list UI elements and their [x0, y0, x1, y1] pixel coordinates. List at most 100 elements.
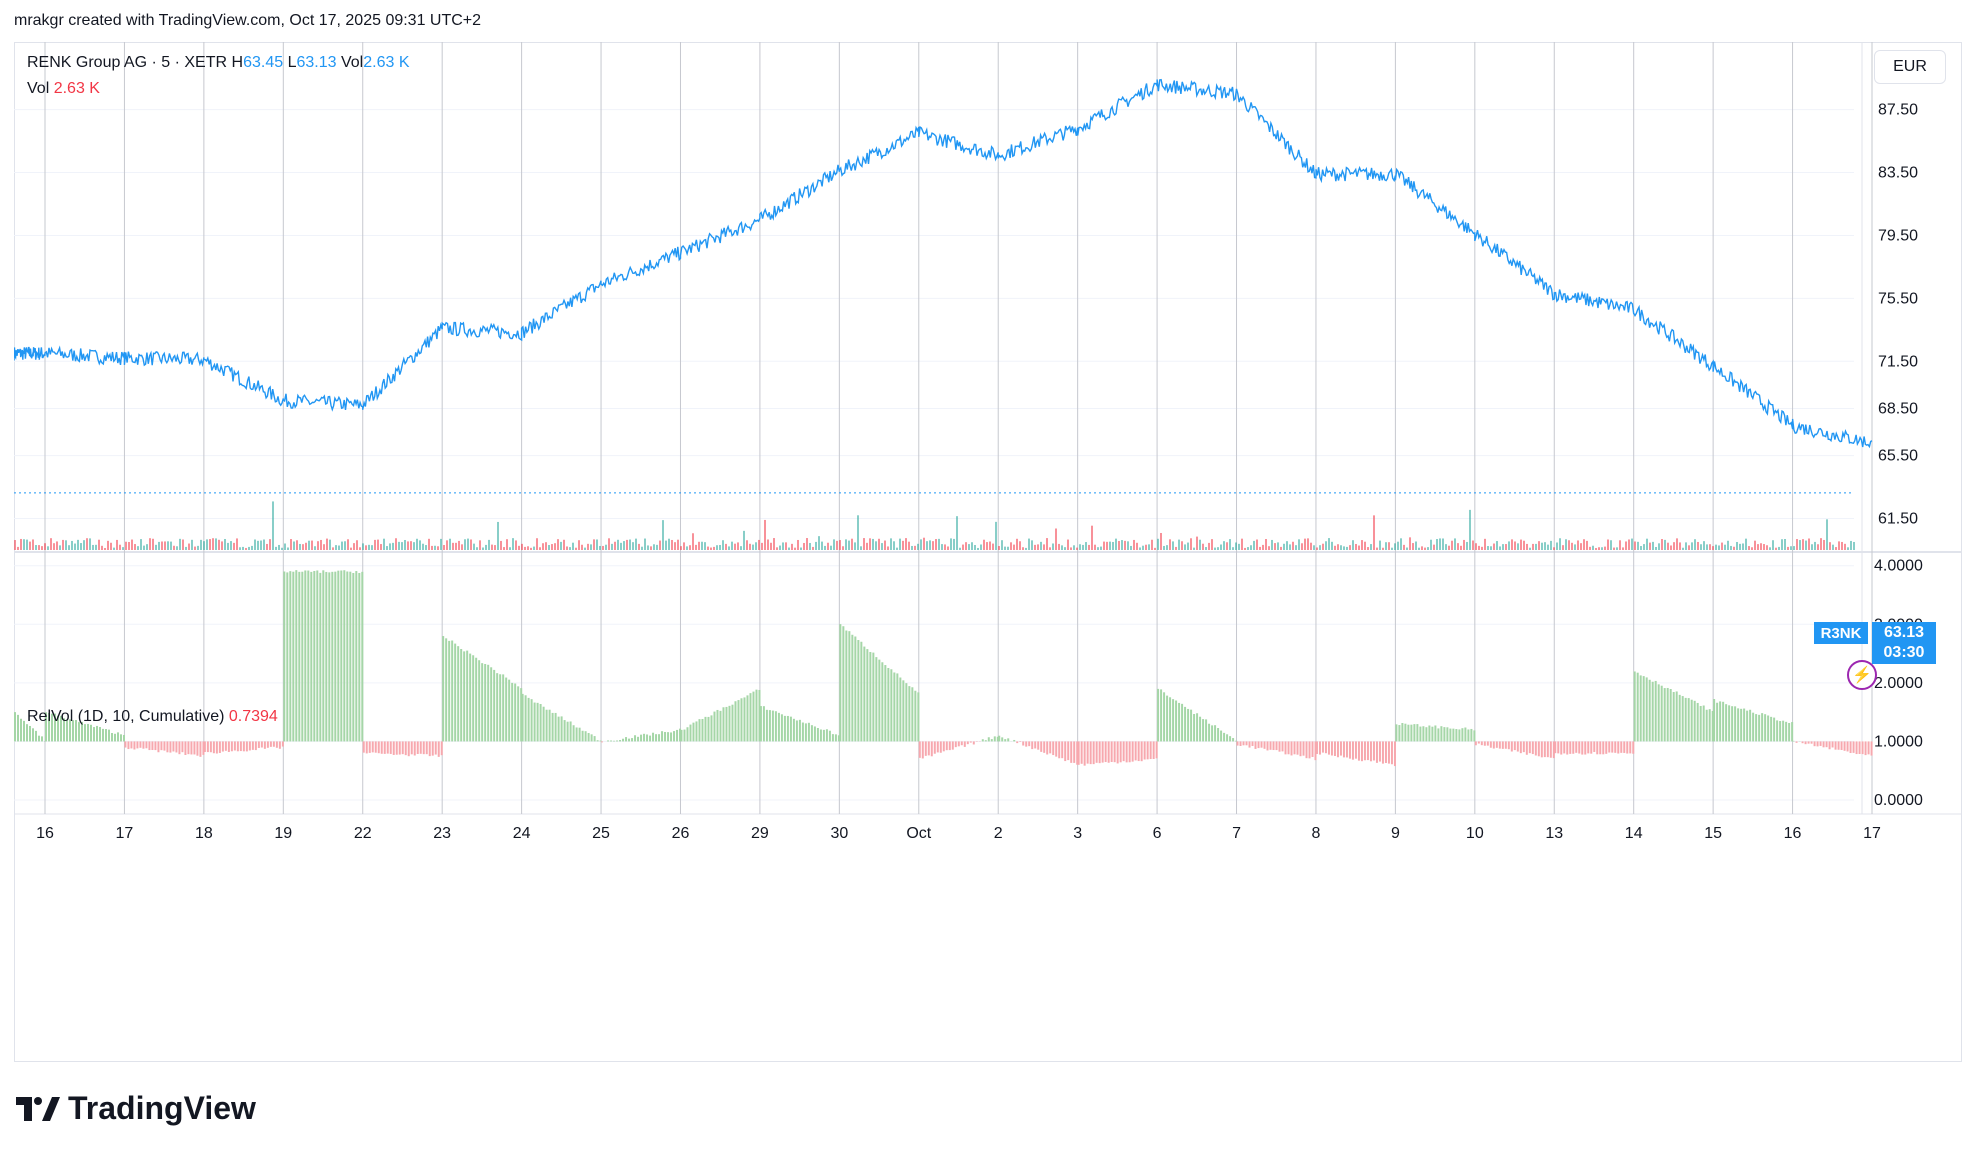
- relvol-bar: [1208, 723, 1211, 742]
- volume-bar: [1715, 544, 1717, 550]
- volume-bar: [428, 538, 430, 550]
- volume-bar: [134, 544, 136, 550]
- relvol-bar: [527, 697, 530, 742]
- relvol-bar: [425, 741, 428, 755]
- volume-bar: [1337, 544, 1339, 550]
- volume-bar: [632, 542, 634, 550]
- relvol-bar: [1122, 741, 1125, 762]
- relvol-bar: [487, 664, 490, 742]
- volume-bar: [1769, 547, 1771, 550]
- volume-bar: [122, 547, 124, 550]
- volume-bar: [104, 547, 106, 550]
- relvol-bar: [190, 741, 193, 755]
- volume-bar: [1454, 538, 1456, 550]
- volume-bar: [1829, 542, 1831, 550]
- volume-bar: [806, 538, 808, 550]
- volume-bar: [662, 520, 664, 550]
- volume-bar: [947, 546, 949, 550]
- relvol-bar: [1596, 741, 1599, 755]
- relvol-bar: [75, 720, 77, 742]
- volume-bar: [395, 538, 397, 550]
- volume-bar: [1835, 547, 1837, 550]
- relvol-bar: [1737, 708, 1740, 742]
- currency-button[interactable]: EUR: [1874, 50, 1946, 84]
- relvol-bar: [524, 695, 527, 742]
- relvol-bar: [816, 728, 819, 742]
- volume-bar: [1001, 540, 1003, 550]
- relvol-tick-label: 4.0000: [1874, 558, 1923, 575]
- volume-bar: [545, 542, 547, 550]
- volume-bar: [173, 545, 175, 550]
- symbol-legend[interactable]: RENK Group AG · 5 · XETR H63.45 L63.13 V…: [27, 54, 410, 72]
- volume-bar: [329, 539, 331, 550]
- relvol-bar: [1828, 741, 1831, 750]
- volume-bar: [1244, 547, 1246, 550]
- volume-bar: [1637, 541, 1639, 550]
- volume-bar: [1691, 542, 1693, 550]
- relvol-tick-label: 0.0000: [1874, 792, 1923, 809]
- volume-bar: [497, 521, 499, 550]
- volume-legend[interactable]: Vol 2.63 K: [27, 80, 100, 98]
- volume-bar: [224, 538, 226, 550]
- volume-bar: [983, 539, 985, 550]
- relvol-bar: [1569, 741, 1572, 754]
- relvol-bar: [1822, 741, 1825, 748]
- symbol-name[interactable]: RENK Group AG · 5 · XETR: [27, 54, 228, 71]
- tradingview-logo[interactable]: TradingView: [16, 1090, 256, 1127]
- lightning-icon[interactable]: ⚡: [1847, 660, 1877, 690]
- volume-bar: [1097, 547, 1099, 550]
- relvol-bar: [1852, 741, 1855, 753]
- relvol-bar: [1092, 741, 1095, 765]
- volume-bar: [650, 546, 652, 550]
- relvol-bar: [834, 734, 837, 742]
- relvol-bar: [1510, 741, 1513, 752]
- volume-bar: [170, 541, 172, 550]
- volume-bar: [1451, 540, 1453, 550]
- relvol-legend[interactable]: RelVol (1D, 10, Cumulative) 0.7394: [27, 708, 278, 726]
- relvol-bar: [933, 741, 936, 754]
- relvol-bar: [722, 707, 725, 742]
- volume-bar: [1607, 539, 1609, 550]
- relvol-bar: [84, 724, 86, 742]
- relvol-bar: [1534, 741, 1537, 756]
- relvol-bar: [32, 728, 34, 742]
- volume-bar: [215, 538, 217, 550]
- relvol-bar: [1166, 695, 1169, 742]
- relvol-bar: [908, 686, 911, 742]
- volume-bar: [158, 541, 160, 550]
- relvol-bar: [1049, 741, 1052, 754]
- relvol-bar: [1623, 741, 1626, 753]
- relvol-bar: [676, 729, 679, 742]
- volume-bar: [1568, 540, 1570, 550]
- relvol-bar: [283, 571, 286, 742]
- volume-bar: [95, 544, 97, 550]
- volume-bar: [71, 540, 73, 550]
- volume-bar: [899, 538, 901, 550]
- relvol-bar: [1740, 708, 1743, 742]
- relvol-bar: [289, 571, 292, 742]
- relvol-bar: [496, 673, 499, 742]
- volume-bar: [323, 544, 325, 550]
- relvol-bar: [295, 570, 298, 742]
- volume-bar: [140, 539, 142, 550]
- volume-bar: [1127, 541, 1129, 550]
- relvol-bar: [1413, 724, 1416, 742]
- volume-bar: [890, 538, 892, 550]
- chart-canvas[interactable]: 16 17 18 19 22 23 24 25 26 29 30 Oct 2 3 6 7 8 9 10 13 14 15 1…: [14, 42, 1962, 1062]
- relvol-bar: [1269, 741, 1272, 750]
- volume-bar: [461, 544, 463, 550]
- volume-bar: [47, 546, 49, 550]
- relvol-bar: [857, 640, 860, 742]
- volume-bar: [476, 547, 478, 550]
- volume-label: Vol: [340, 54, 364, 71]
- relvol-bar: [203, 741, 206, 752]
- volume-bar: [191, 539, 193, 550]
- relvol-bar: [1381, 741, 1384, 764]
- low-label: L: [287, 54, 297, 71]
- relvol-bar: [798, 719, 801, 742]
- volume-bar: [1601, 547, 1603, 550]
- relvol-bar: [451, 640, 454, 742]
- volume-bar: [1214, 547, 1216, 550]
- volume-bar: [1850, 540, 1852, 550]
- relvol-bar: [346, 571, 349, 742]
